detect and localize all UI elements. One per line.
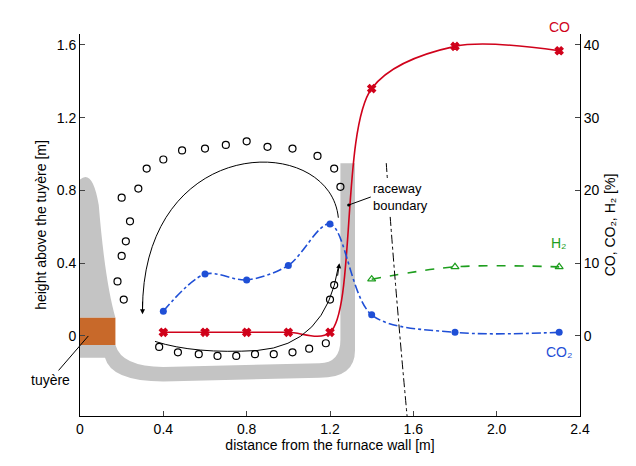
svg-text:0.8: 0.8 bbox=[237, 421, 257, 437]
svg-text:CO, CO₂, H₂ [%]: CO, CO₂, H₂ [%] bbox=[602, 174, 618, 277]
svg-text:0.8: 0.8 bbox=[57, 182, 77, 198]
svg-text:40: 40 bbox=[584, 37, 600, 53]
svg-text:20: 20 bbox=[584, 182, 600, 198]
svg-text:2.4: 2.4 bbox=[570, 421, 590, 437]
svg-text:racewayboundary: racewayboundary bbox=[373, 181, 428, 213]
svg-text:H₂: H₂ bbox=[551, 235, 567, 251]
svg-text:distance from the furnace wall: distance from the furnace wall [m] bbox=[225, 437, 434, 453]
svg-text:2.0: 2.0 bbox=[487, 421, 507, 437]
svg-text:0: 0 bbox=[76, 421, 84, 437]
svg-text:10: 10 bbox=[584, 255, 600, 271]
svg-text:30: 30 bbox=[584, 110, 600, 126]
svg-text:1.2: 1.2 bbox=[320, 421, 340, 437]
svg-text:0.4: 0.4 bbox=[57, 255, 77, 271]
svg-text:1.2: 1.2 bbox=[57, 110, 77, 126]
svg-text:1.6: 1.6 bbox=[57, 37, 77, 53]
svg-text:CO: CO bbox=[549, 19, 570, 35]
svg-text:0: 0 bbox=[68, 328, 76, 344]
svg-text:CO₂: CO₂ bbox=[546, 344, 572, 360]
svg-text:1.6: 1.6 bbox=[404, 421, 424, 437]
svg-text:tuyère: tuyère bbox=[31, 372, 70, 388]
svg-text:0: 0 bbox=[584, 328, 592, 344]
svg-text:0.4: 0.4 bbox=[154, 421, 174, 437]
svg-text:height above the tuyère [m]: height above the tuyère [m] bbox=[33, 140, 49, 310]
